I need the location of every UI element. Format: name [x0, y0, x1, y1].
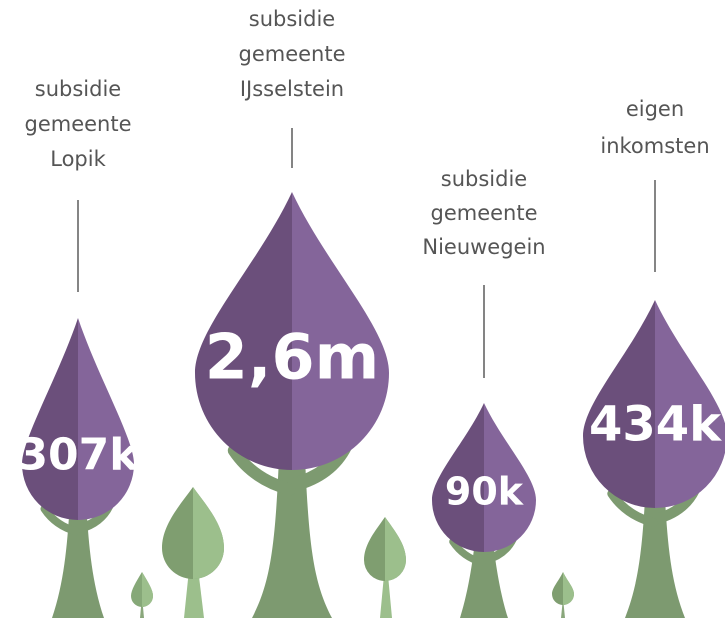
tree-label: gemeente [430, 201, 537, 225]
tree-label: Nieuwegein [422, 235, 545, 259]
leaf [193, 487, 224, 579]
leaf [385, 517, 406, 581]
tree-label: inkomsten [600, 134, 709, 158]
tree-label: eigen [626, 97, 684, 121]
tree-label: Lopik [50, 147, 106, 171]
tree-value: 307k [17, 429, 140, 480]
tree-value: 434k [589, 396, 722, 452]
trunk [380, 575, 392, 618]
tree-label: gemeente [24, 112, 131, 136]
tree-value: 2,6m [205, 320, 379, 393]
tree-label: subsidie [441, 167, 527, 191]
tree-label: IJsselstein [240, 77, 344, 101]
leaf-left [22, 318, 78, 520]
leaf [142, 572, 153, 607]
tree-label: gemeente [238, 42, 345, 66]
tree-value: 90k [445, 469, 524, 513]
leaf-right [78, 318, 134, 520]
tree-label: subsidie [249, 7, 335, 31]
leaf [563, 572, 574, 605]
tree-label: subsidie [35, 77, 121, 101]
infographic: 307k subsidie gemeente Lopik 2,6m subsidie gem… [0, 0, 725, 626]
